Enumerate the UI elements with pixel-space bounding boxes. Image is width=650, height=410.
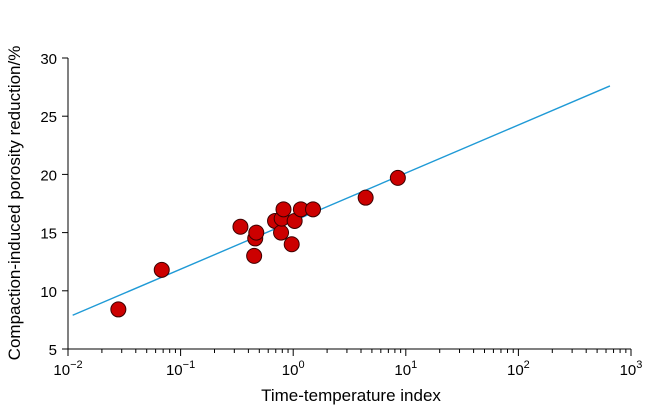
x-tick-label: 101 xyxy=(394,359,417,379)
data-point xyxy=(305,201,322,218)
y-tick-label: 25 xyxy=(40,109,57,126)
axes xyxy=(62,57,632,356)
data-point xyxy=(153,261,170,278)
data-point xyxy=(232,218,249,235)
data-point xyxy=(246,247,263,264)
fit-line xyxy=(72,85,611,316)
x-tick-label: 10−2 xyxy=(53,359,82,379)
tick-labels: 5 10 15 20 25 30 10−2 10−1 100 101 102 103 xyxy=(40,51,642,379)
y-tick-label: 5 xyxy=(49,342,57,359)
data-point xyxy=(275,201,292,218)
y-tick-label: 30 xyxy=(40,51,57,68)
y-tick-label: 20 xyxy=(40,167,57,184)
x-axis-title: Time-temperature index xyxy=(261,386,441,405)
data-point xyxy=(110,301,127,318)
x-tick-label: 10−1 xyxy=(166,359,195,379)
data-point xyxy=(357,189,374,206)
y-tick-label: 10 xyxy=(40,284,57,301)
x-tick-label: 102 xyxy=(507,359,530,379)
y-tick-label: 15 xyxy=(40,226,57,243)
data-point xyxy=(389,169,406,186)
x-tick-label: 103 xyxy=(620,359,643,379)
fit-line-group xyxy=(72,85,611,316)
data-point xyxy=(248,224,265,241)
data-point xyxy=(273,224,290,241)
data-points xyxy=(110,169,406,318)
x-tick-label: 100 xyxy=(282,359,305,379)
data-point xyxy=(283,236,300,253)
y-axis-title: Compaction-induced porosity reduction/% xyxy=(5,46,24,361)
